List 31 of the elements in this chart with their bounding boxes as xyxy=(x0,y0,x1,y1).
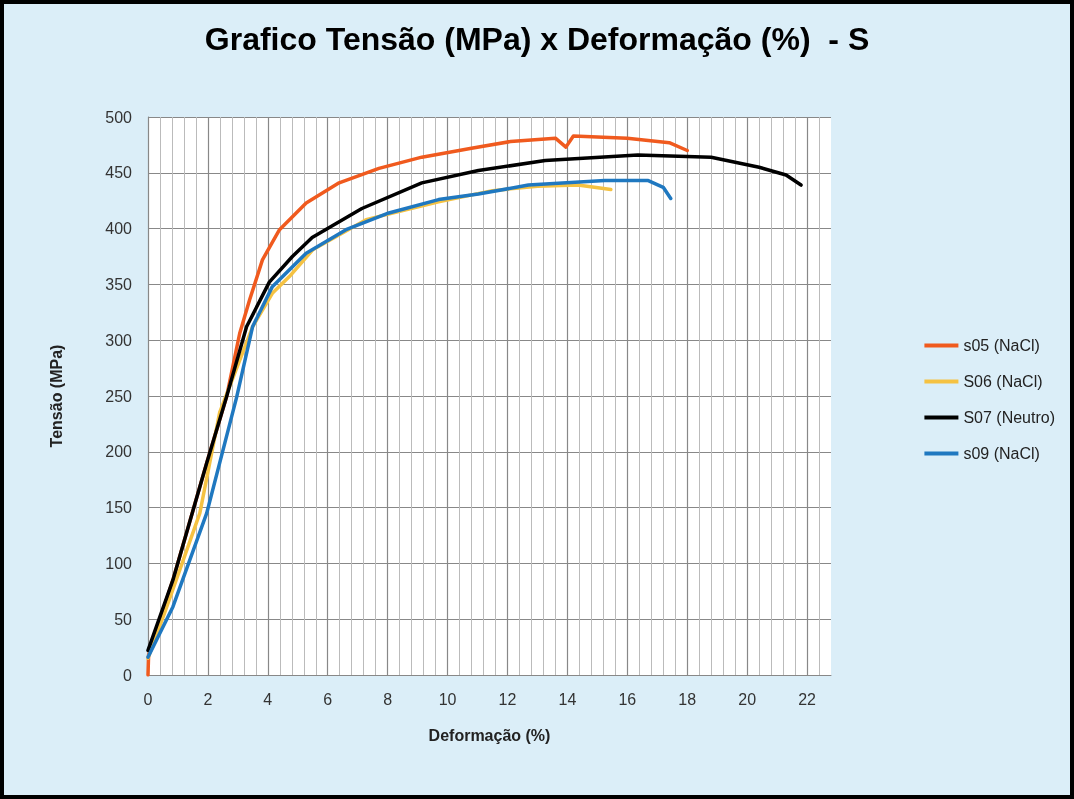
x-tick-label: 16 xyxy=(618,690,637,708)
x-tick-label: 0 xyxy=(143,690,153,708)
y-tick-label: 150 xyxy=(105,499,133,517)
x-tick-label: 20 xyxy=(738,690,757,708)
chart-title: Grafico Tensão (MPa) x Deformação (%) - S xyxy=(204,21,870,57)
legend-label: s09 (NaCl) xyxy=(963,445,1040,462)
x-axis-title: Deformação (%) xyxy=(428,726,551,744)
legend-label: S06 (NaCl) xyxy=(963,373,1043,390)
x-tick-label: 10 xyxy=(438,690,457,708)
y-axis-title: Tensão (MPa) xyxy=(47,344,65,448)
x-tick-label: 18 xyxy=(678,690,697,708)
y-tick-label: 100 xyxy=(105,554,133,572)
y-tick-label: 400 xyxy=(105,220,133,238)
y-tick-label: 500 xyxy=(105,108,133,126)
x-tick-label: 4 xyxy=(263,690,273,708)
y-tick-label: 250 xyxy=(105,387,133,405)
y-tick-label: 300 xyxy=(105,331,133,349)
x-tick-label: 2 xyxy=(203,690,213,708)
y-tick-label: 350 xyxy=(105,275,133,293)
y-tick-label: 200 xyxy=(105,443,133,461)
legend-label: S07 (Neutro) xyxy=(963,409,1055,426)
x-tick-label: 6 xyxy=(323,690,333,708)
legend-label: s05 (NaCl) xyxy=(963,337,1040,354)
y-tick-label: 450 xyxy=(105,164,133,182)
x-tick-label: 14 xyxy=(558,690,577,708)
line-series xyxy=(146,153,803,653)
x-tick-label: 22 xyxy=(798,690,817,708)
y-tick-label: 0 xyxy=(123,666,133,684)
y-tick-label: 50 xyxy=(114,610,133,628)
x-tick-label: 8 xyxy=(383,690,393,708)
x-tick-label: 12 xyxy=(498,690,517,708)
